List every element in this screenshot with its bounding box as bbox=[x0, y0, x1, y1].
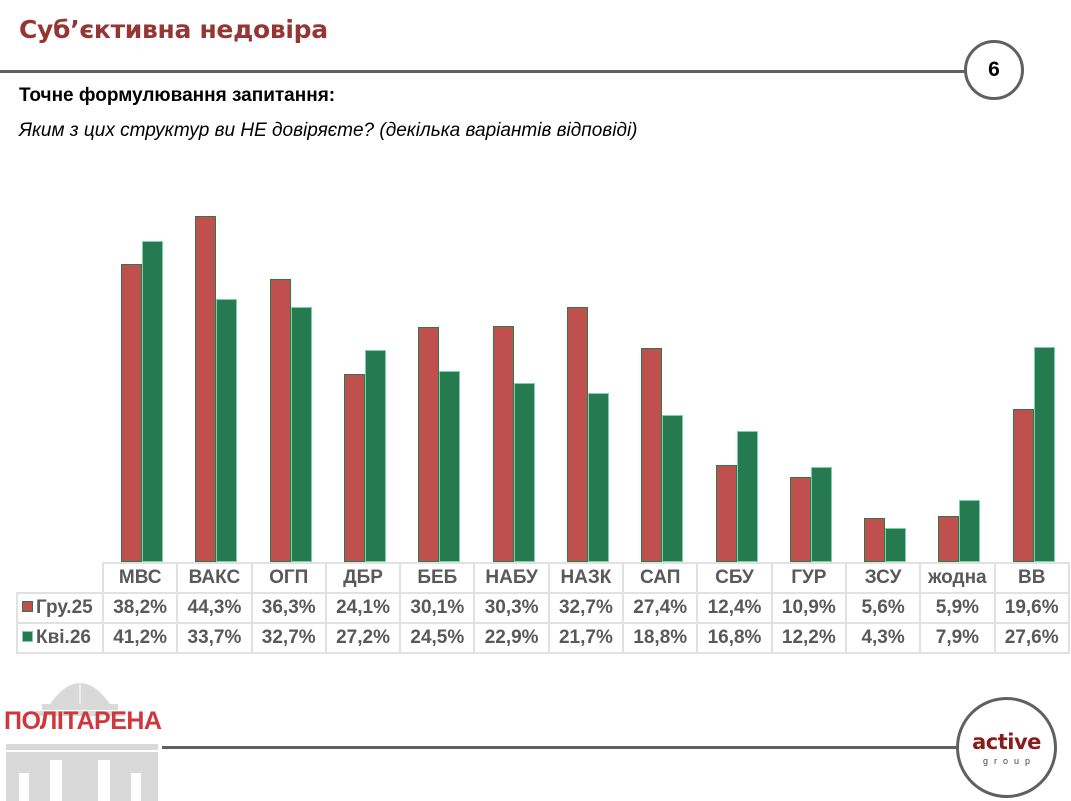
table-corner bbox=[17, 563, 104, 594]
bar-series-2 bbox=[959, 500, 981, 562]
header-divider bbox=[0, 70, 966, 73]
bar-series-2 bbox=[1033, 346, 1055, 562]
bar-series-1 bbox=[1012, 409, 1034, 562]
bar-series-2 bbox=[216, 299, 238, 562]
active-group-logo-main: active bbox=[972, 730, 1041, 754]
bar-series-2 bbox=[142, 240, 164, 562]
category-label: НАБУ bbox=[473, 562, 550, 594]
value-cell: 22,9% bbox=[473, 622, 550, 654]
category-label: НАЗК bbox=[547, 562, 625, 594]
bar-series-2 bbox=[513, 383, 535, 562]
bar-series-1 bbox=[864, 518, 886, 562]
value-cell: 41,2% bbox=[101, 622, 179, 654]
category-label: ГУР bbox=[770, 562, 847, 594]
value-cell: 36,3% bbox=[250, 592, 327, 624]
table-row-series-1: Гру.25 38,2% 44,3% 36,3% 24,1% 30,1% 30,3% 32,… bbox=[16, 592, 1070, 624]
category-label: САП bbox=[622, 562, 699, 594]
value-cell: 27,2% bbox=[324, 622, 402, 654]
page-number-badge: 6 bbox=[964, 40, 1024, 100]
data-table: МВС ВАКС ОГП ДБР БЕБ НАБУ НАЗК САП СБУ ГУР ЗСУ жодн… bbox=[16, 562, 1070, 654]
legend-series-1: Гру.25 bbox=[16, 592, 104, 624]
value-cell: 16,8% bbox=[696, 622, 773, 654]
value-cell: 24,5% bbox=[399, 622, 476, 654]
category-label: ВВ bbox=[993, 562, 1070, 594]
value-cell: 32,7% bbox=[250, 622, 327, 654]
question-label: Точне формулювання запитання: bbox=[19, 85, 336, 106]
value-cell: 19,6% bbox=[993, 592, 1070, 624]
bar-series-2 bbox=[365, 349, 387, 562]
category-label: СБУ bbox=[696, 562, 773, 594]
legend-swatch-red-icon bbox=[22, 601, 33, 612]
value-cell: 21,7% bbox=[547, 622, 625, 654]
value-cell: 7,9% bbox=[919, 622, 996, 654]
value-cell: 4,3% bbox=[844, 622, 922, 654]
bar-series-1 bbox=[566, 306, 588, 562]
page-number: 6 bbox=[988, 58, 1000, 81]
bar-series-1 bbox=[641, 348, 663, 562]
value-cell: 5,9% bbox=[919, 592, 996, 624]
active-group-logo-sub: group bbox=[982, 756, 1037, 766]
question-text: Яким з цих структур ви НЕ довіряєте? (де… bbox=[19, 120, 638, 141]
table-header-row: МВС ВАКС ОГП ДБР БЕБ НАБУ НАЗК САП СБУ ГУР ЗСУ жодн… bbox=[17, 562, 1070, 594]
category-label: ВАКС bbox=[176, 562, 253, 594]
bar-series-1 bbox=[269, 278, 291, 562]
value-cell: 30,1% bbox=[399, 592, 476, 624]
value-cell: 27,4% bbox=[622, 592, 699, 624]
value-cell: 12,4% bbox=[696, 592, 773, 624]
politarena-building-icon bbox=[6, 676, 158, 801]
bar-series-1 bbox=[121, 264, 143, 562]
bar-series-1 bbox=[938, 515, 960, 562]
bar-series-2 bbox=[587, 392, 609, 562]
value-cell: 12,2% bbox=[770, 622, 847, 654]
bar-series-2 bbox=[810, 466, 832, 562]
footer-divider bbox=[162, 746, 958, 749]
slide-title: Суб’єктивна недовіра bbox=[19, 15, 328, 44]
legend-swatch-green-icon bbox=[22, 631, 33, 642]
bar-series-2 bbox=[290, 306, 312, 562]
active-group-logo: active group bbox=[956, 697, 1057, 798]
bar-series-2 bbox=[736, 430, 758, 562]
value-cell: 44,3% bbox=[176, 592, 253, 624]
value-cell: 32,7% bbox=[547, 592, 625, 624]
value-cell: 30,3% bbox=[473, 592, 550, 624]
bar-series-1 bbox=[195, 216, 217, 562]
value-cell: 33,7% bbox=[176, 622, 253, 654]
series-1-name: Гру.25 bbox=[36, 597, 93, 618]
value-cell: 10,9% bbox=[770, 592, 847, 624]
value-cell: 24,1% bbox=[324, 592, 402, 624]
bar-series-1 bbox=[789, 476, 811, 562]
bar-series-1 bbox=[344, 374, 366, 562]
bar-series-2 bbox=[885, 528, 907, 562]
politarena-logo-text: ПОЛІТАРЕНА bbox=[4, 707, 162, 735]
category-label: ОГП bbox=[250, 562, 327, 594]
category-label: МВС bbox=[101, 562, 179, 594]
bar-series-1 bbox=[418, 327, 440, 562]
bar-series-2 bbox=[662, 415, 684, 562]
category-label: жодна bbox=[919, 562, 996, 594]
bar-series-2 bbox=[439, 370, 461, 562]
series-2-name: Кві.26 bbox=[36, 627, 91, 648]
category-label: БЕБ bbox=[399, 562, 476, 594]
value-cell: 5,6% bbox=[844, 592, 922, 624]
category-label: ЗСУ bbox=[844, 562, 922, 594]
bar-series-1 bbox=[715, 465, 737, 562]
legend-series-2: Кві.26 bbox=[16, 622, 104, 654]
value-cell: 18,8% bbox=[622, 622, 699, 654]
value-cell: 27,6% bbox=[993, 622, 1070, 654]
bar-series-1 bbox=[492, 325, 514, 562]
table-row-series-2: Кві.26 41,2% 33,7% 32,7% 27,2% 24,5% 22,9% 21,… bbox=[16, 622, 1070, 654]
value-cell: 38,2% bbox=[101, 592, 179, 624]
category-label: ДБР bbox=[324, 562, 402, 594]
